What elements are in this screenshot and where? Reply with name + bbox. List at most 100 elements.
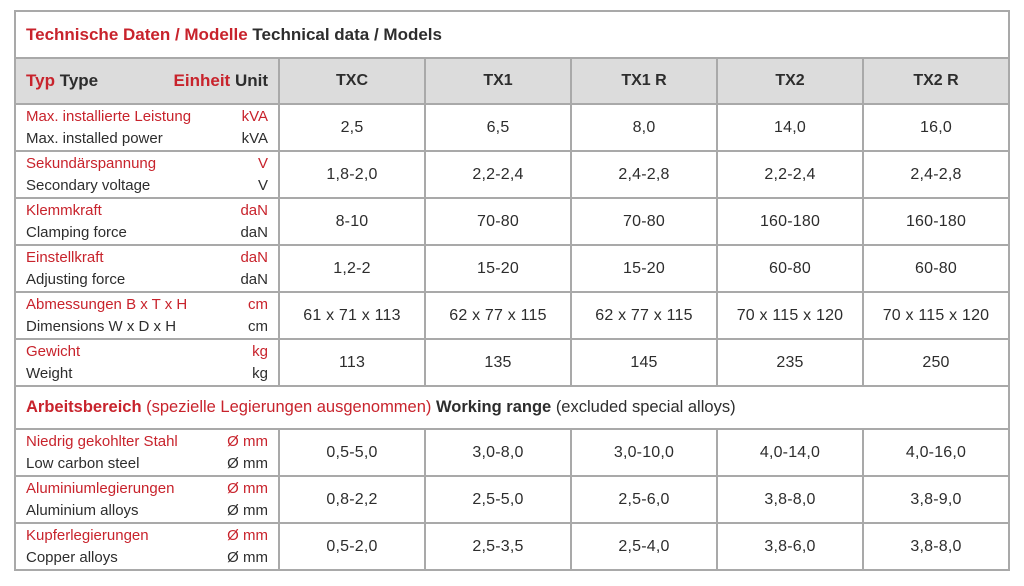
table-row: Max. installierte Leistung kVA Max. insta… [16,103,1008,150]
value-cell: 3,0-10,0 [570,430,716,475]
value-cell: 0,8-2,2 [278,477,424,522]
value-cell: 60-80 [716,246,862,291]
model-header-txc: TXC [278,59,424,103]
model-header-tx2r: TX2 R [862,59,1008,103]
value-cell: 235 [716,340,862,385]
value-cell: 70-80 [570,199,716,244]
column-header-row: Typ Type Einheit Unit TXC TX1 TX1 R TX2 … [16,57,1008,103]
row-label-de: Kupferlegierungen [26,526,149,544]
row-label-de: Klemmkraft [26,201,102,219]
technical-data-table: Technische Daten / Modelle Technical dat… [14,10,1010,571]
row-label-en: Aluminium alloys [26,501,139,519]
model-header-tx1r: TX1 R [570,59,716,103]
value-cell: 2,5-3,5 [424,524,570,569]
value-cell: 70 x 115 x 120 [716,293,862,338]
value-cell: 4,0-16,0 [862,430,1008,475]
value-cell: 250 [862,340,1008,385]
row-unit-en: Ø mm [227,548,268,566]
type-header: Typ Type [26,71,99,90]
value-cell: 14,0 [716,105,862,150]
row-unit-de: Ø mm [227,432,268,450]
table-row: Abmessungen B x T x H cm Dimensions W x D… [16,291,1008,338]
table-row: Sekundärspannung V Secondary voltage V 1,8… [16,150,1008,197]
working-range-section-row: Arbeitsbereich (spezielle Legierungen au… [16,385,1008,428]
value-cell: 16,0 [862,105,1008,150]
row-unit-de: Ø mm [227,526,268,544]
row-unit-de: kg [252,342,268,360]
row-label-de: Niedrig gekohlter Stahl [26,432,178,450]
row-unit-de: cm [248,295,268,313]
value-cell: 8-10 [278,199,424,244]
table-title-en: Technical data / Models [252,24,442,44]
row-unit-en: daN [240,270,268,288]
row-label-cell: Klemmkraft daN Clamping force daN [16,199,278,244]
value-cell: 2,5-5,0 [424,477,570,522]
table-row: Gewicht kg Weight kg 113 135 145 235 250 [16,338,1008,385]
value-cell: 3,8-8,0 [862,524,1008,569]
row-label-en: Low carbon steel [26,454,140,472]
row-label-en: Secondary voltage [26,176,151,194]
value-cell: 4,0-14,0 [716,430,862,475]
row-label-de: Einstellkraft [26,248,104,266]
value-cell: 1,8-2,0 [278,152,424,197]
value-cell: 3,8-8,0 [716,477,862,522]
value-cell: 0,5-5,0 [278,430,424,475]
row-unit-de: V [257,154,268,172]
model-header-tx2: TX2 [716,59,862,103]
row-label-cell: Kupferlegierungen Ø mm Copper alloys Ø mm [16,524,278,569]
value-cell: 15-20 [424,246,570,291]
row-label-en: Max. installed power [26,129,163,147]
section-title-de: Arbeitsbereich [26,398,142,416]
value-cell: 160-180 [862,199,1008,244]
row-unit-en: kVA [241,129,268,147]
row-label-cell: Sekundärspannung V Secondary voltage V [16,152,278,197]
value-cell: 2,2-2,4 [424,152,570,197]
row-label-en: Copper alloys [26,548,118,566]
row-unit-en: Ø mm [227,501,268,519]
row-label-en: Weight [26,364,73,382]
section-note-en: (excluded special alloys) [555,398,736,416]
table-row: Kupferlegierungen Ø mm Copper alloys Ø mm … [16,522,1008,569]
row-unit-en: V [257,176,268,194]
value-cell: 15-20 [570,246,716,291]
value-cell: 0,5-2,0 [278,524,424,569]
value-cell: 62 x 77 x 115 [570,293,716,338]
value-cell: 160-180 [716,199,862,244]
table-row: Einstellkraft daN Adjusting force daN 1,2-… [16,244,1008,291]
value-cell: 70 x 115 x 120 [862,293,1008,338]
section-note-de: (spezielle Legierungen ausgenommen) [146,398,432,416]
value-cell: 113 [278,340,424,385]
row-unit-de: Ø mm [227,479,268,497]
value-cell: 62 x 77 x 115 [424,293,570,338]
row-label-cell: Gewicht kg Weight kg [16,340,278,385]
type-unit-header-cell: Typ Type Einheit Unit [16,59,278,103]
row-label-de: Sekundärspannung [26,154,157,172]
table-title-row: Technische Daten / Modelle Technical dat… [16,12,1008,57]
row-label-en: Clamping force [26,223,127,241]
row-unit-de: daN [240,201,268,219]
row-unit-de: daN [240,248,268,266]
unit-header: Einheit Unit [173,71,268,90]
value-cell: 6,5 [424,105,570,150]
section-title-en: Working range [436,398,552,416]
value-cell: 3,0-8,0 [424,430,570,475]
value-cell: 2,5 [278,105,424,150]
value-cell: 3,8-9,0 [862,477,1008,522]
table-title: Technische Daten / Modelle Technical dat… [26,25,442,45]
row-label-cell: Max. installierte Leistung kVA Max. insta… [16,105,278,150]
row-label-en: Adjusting force [26,270,126,288]
value-cell: 135 [424,340,570,385]
value-cell: 2,4-2,8 [862,152,1008,197]
row-label-de: Aluminiumlegierungen [26,479,175,497]
table-row: Klemmkraft daN Clamping force daN 8-10 70-… [16,197,1008,244]
row-label-de: Abmessungen B x T x H [26,295,188,313]
table-row: Niedrig gekohlter Stahl Ø mm Low carbon s… [16,428,1008,475]
table-row: Aluminiumlegierungen Ø mm Aluminium alloy… [16,475,1008,522]
row-label-cell: Einstellkraft daN Adjusting force daN [16,246,278,291]
value-cell: 8,0 [570,105,716,150]
value-cell: 2,2-2,4 [716,152,862,197]
value-cell: 60-80 [862,246,1008,291]
row-label-cell: Aluminiumlegierungen Ø mm Aluminium alloy… [16,477,278,522]
row-label-cell: Abmessungen B x T x H cm Dimensions W x D… [16,293,278,338]
model-header-tx1: TX1 [424,59,570,103]
